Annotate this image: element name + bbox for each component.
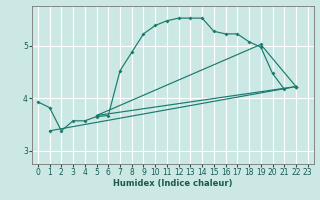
X-axis label: Humidex (Indice chaleur): Humidex (Indice chaleur) [113, 179, 233, 188]
